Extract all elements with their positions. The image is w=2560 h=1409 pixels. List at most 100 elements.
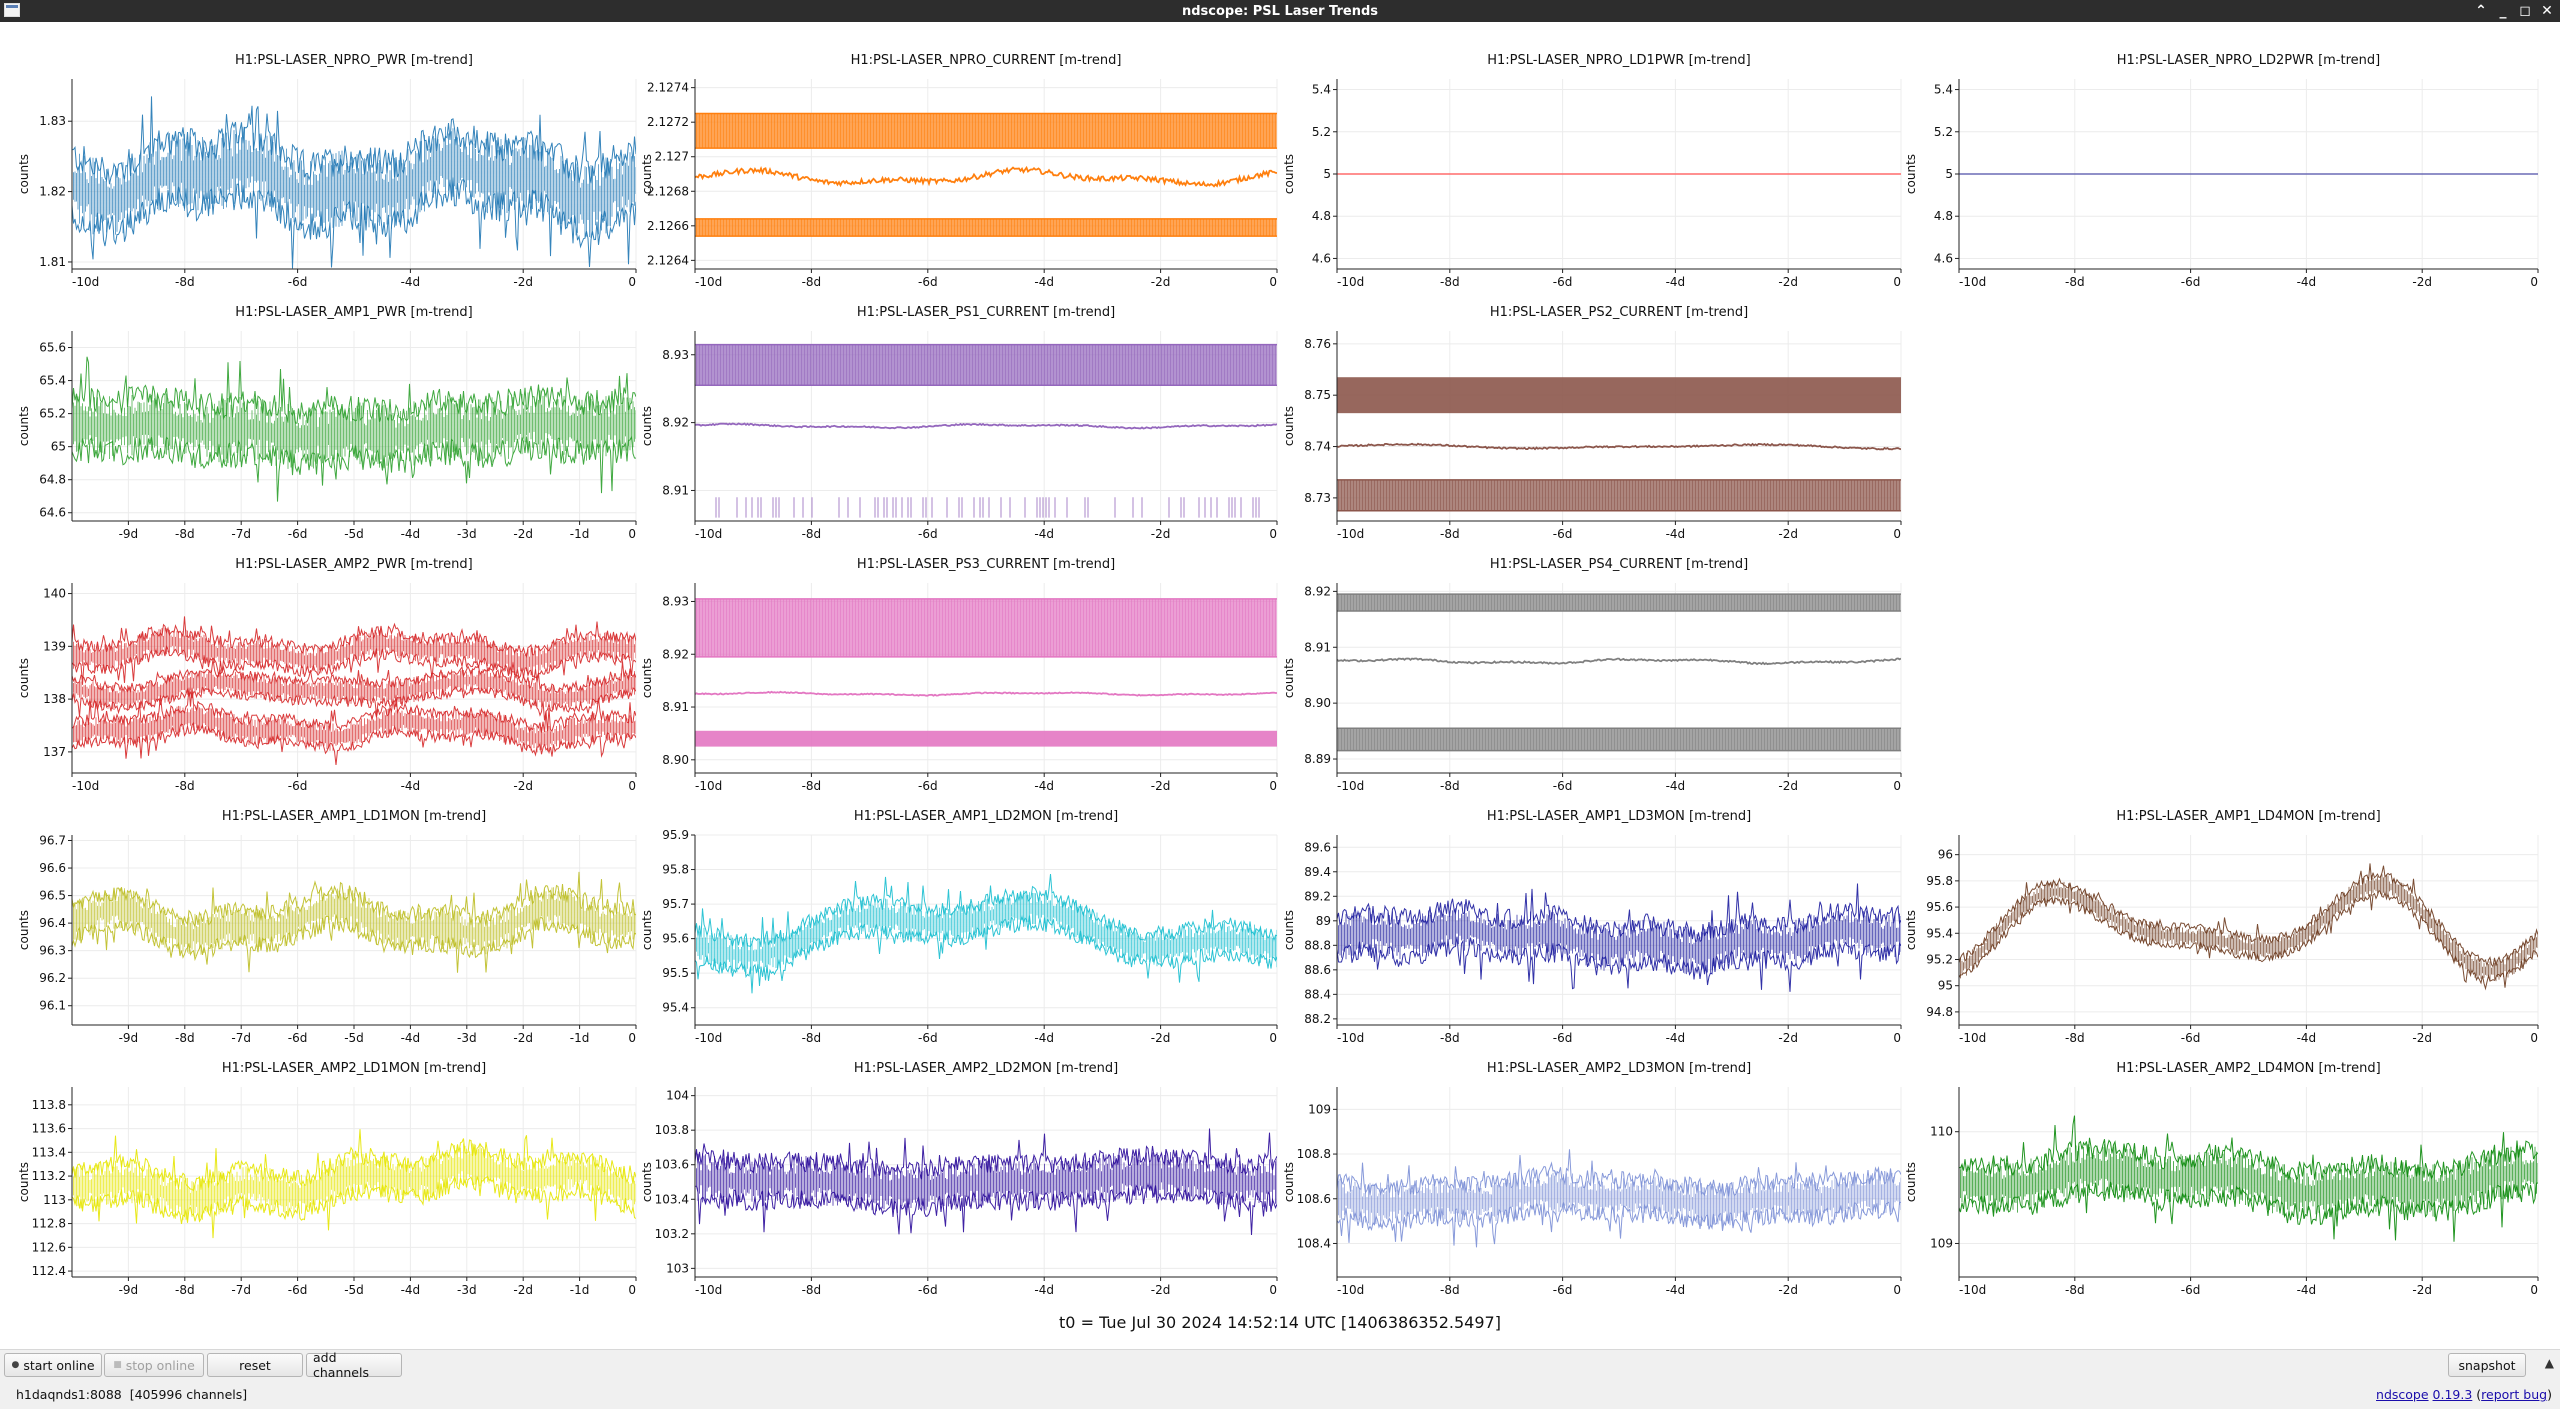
- plot-panel-6[interactable]: H1:PSL-LASER_PS2_CURRENT [m-trend] 8.73 8.…: [1282, 305, 1902, 541]
- series-max-trace: [72, 96, 636, 185]
- y-tick-label: 110: [1930, 1125, 1953, 1139]
- y-tick-label: 8.91: [662, 483, 689, 497]
- series-band: [695, 730, 1277, 747]
- x-tick-label: -2d: [2412, 1031, 2432, 1045]
- plot-title: H1:PSL-LASER_NPRO_PWR [m-trend]: [235, 53, 473, 68]
- plot-panel-12[interactable]: H1:PSL-LASER_AMP1_LD3MON [m-trend] 88.2 88…: [1282, 809, 1902, 1045]
- y-tick-label: 8.89: [1304, 752, 1331, 766]
- plot-title: H1:PSL-LASER_PS1_CURRENT [m-trend]: [857, 305, 1115, 320]
- x-tick-label: -2d: [1778, 1283, 1798, 1297]
- version-link[interactable]: 0.19.3: [2432, 1387, 2473, 1402]
- minimize-icon[interactable]: _: [2499, 3, 2507, 19]
- channel-count: [405996 channels]: [129, 1387, 248, 1402]
- plot-title: H1:PSL-LASER_NPRO_CURRENT [m-trend]: [851, 53, 1122, 68]
- plot-grid[interactable]: H1:PSL-LASER_NPRO_PWR [m-trend] 1.81 1.82 1…: [0, 22, 2560, 1312]
- y-tick-label: 113: [43, 1193, 66, 1207]
- plot-panel-8[interactable]: H1:PSL-LASER_PS3_CURRENT [m-trend] 8.90 8.…: [640, 557, 1278, 793]
- x-tick-label: 0: [1269, 779, 1277, 793]
- x-tick-label: 0: [2530, 1031, 2538, 1045]
- plot-panel-10[interactable]: H1:PSL-LASER_AMP1_LD1MON [m-trend] 96.1 96…: [17, 809, 637, 1045]
- keep-above-icon[interactable]: ⌃: [2475, 3, 2487, 19]
- x-tick-label: -2d: [1778, 527, 1798, 541]
- y-tick-label: 5.2: [1934, 125, 1953, 139]
- x-tick-label: -7d: [231, 1031, 251, 1045]
- add-channels-label: add channels: [313, 1350, 369, 1380]
- x-tick-label: 0: [1269, 1283, 1277, 1297]
- y-tick-label: 95.8: [1926, 874, 1953, 888]
- plot-panel-2[interactable]: H1:PSL-LASER_NPRO_LD1PWR [m-trend] 4.6 4.8…: [1282, 53, 1902, 289]
- y-tick-label: 95: [1938, 979, 1953, 993]
- add-channels-button[interactable]: add channels: [306, 1350, 402, 1380]
- x-tick-label: -2d: [2412, 275, 2432, 289]
- x-tick-label: -8d: [175, 1283, 195, 1297]
- report-bug-link[interactable]: report bug: [2481, 1387, 2548, 1402]
- expand-panel-icon[interactable]: ▲: [2544, 1356, 2554, 1370]
- y-axis-label: counts: [1904, 1162, 1918, 1202]
- close-icon[interactable]: ✕: [2541, 3, 2553, 19]
- plot-panel-14[interactable]: H1:PSL-LASER_AMP2_LD1MON [m-trend] 112.4 1…: [17, 1061, 637, 1297]
- y-tick-label: 96.5: [39, 889, 66, 903]
- y-axis-label: counts: [1282, 406, 1296, 446]
- reset-button[interactable]: reset: [207, 1353, 303, 1377]
- y-axis-label: counts: [17, 910, 31, 950]
- plot-panel-15[interactable]: H1:PSL-LASER_AMP2_LD2MON [m-trend] 103 103…: [640, 1061, 1278, 1297]
- snapshot-button[interactable]: snapshot: [2448, 1353, 2526, 1377]
- x-tick-label: -8d: [1440, 527, 1460, 541]
- y-tick-label: 104: [666, 1089, 689, 1103]
- data-layer: [72, 616, 636, 765]
- y-tick-label: 113.8: [32, 1098, 66, 1112]
- x-tick-label: 0: [1893, 1031, 1901, 1045]
- x-tick-label: -8d: [802, 1283, 822, 1297]
- series-min-trace: [1959, 889, 2538, 991]
- x-tick-label: -10d: [695, 275, 722, 289]
- y-tick-label: 112.4: [32, 1264, 66, 1278]
- y-tick-label: 103.2: [655, 1227, 689, 1241]
- series-band: [715, 497, 1260, 518]
- plot-panel-5[interactable]: H1:PSL-LASER_PS1_CURRENT [m-trend] 8.91 8.…: [640, 305, 1278, 541]
- plot-panel-0[interactable]: H1:PSL-LASER_NPRO_PWR [m-trend] 1.81 1.82 1…: [17, 53, 637, 289]
- series-min-trace: [72, 435, 636, 502]
- server-info: h1daqnds1:8088 [405996 channels]: [16, 1387, 247, 1402]
- plot-panel-7[interactable]: H1:PSL-LASER_AMP2_PWR [m-trend] 137 138 139…: [17, 557, 637, 793]
- plot-panel-17[interactable]: H1:PSL-LASER_AMP2_LD4MON [m-trend] 109 110…: [1904, 1061, 2539, 1297]
- snapshot-label: snapshot: [2458, 1357, 2516, 1373]
- plot-title: H1:PSL-LASER_AMP1_LD2MON [m-trend]: [854, 809, 1118, 824]
- y-axis-label: counts: [1904, 154, 1918, 194]
- series-band-hatch: [695, 113, 1276, 149]
- ndscope-link[interactable]: ndscope: [2376, 1387, 2429, 1402]
- x-tick-label: -8d: [802, 779, 822, 793]
- x-tick-label: -8d: [802, 275, 822, 289]
- y-tick-label: 4.8: [1312, 209, 1331, 223]
- data-layer: [1959, 1115, 2538, 1242]
- plot-panel-11[interactable]: H1:PSL-LASER_AMP1_LD2MON [m-trend] 95.4 95…: [640, 809, 1278, 1045]
- y-tick-label: 8.92: [662, 416, 689, 430]
- x-tick-label: -4d: [401, 779, 421, 793]
- series-fill: [1337, 1170, 1901, 1227]
- y-tick-label: 8.93: [662, 594, 689, 608]
- x-tick-label: 0: [1269, 527, 1277, 541]
- plot-panel-16[interactable]: H1:PSL-LASER_AMP2_LD3MON [m-trend] 108.4 1…: [1282, 1061, 1902, 1297]
- y-tick-label: 138: [43, 692, 66, 706]
- plot-panel-3[interactable]: H1:PSL-LASER_NPRO_LD2PWR [m-trend] 4.6 4.8…: [1904, 53, 2539, 289]
- plot-panel-13[interactable]: H1:PSL-LASER_AMP1_LD4MON [m-trend] 94.8 95…: [1904, 809, 2539, 1045]
- x-tick-label: -8d: [175, 527, 195, 541]
- y-tick-label: 96.7: [39, 834, 66, 848]
- data-layer: [695, 343, 1277, 518]
- series-min-trace: [72, 1175, 636, 1239]
- x-tick-label: -4d: [1034, 275, 1054, 289]
- y-tick-label: 103.6: [655, 1158, 689, 1172]
- x-tick-label: -2d: [513, 1031, 533, 1045]
- series-max-trace: [695, 873, 1277, 948]
- start-online-button[interactable]: ● start online: [4, 1353, 102, 1377]
- y-axis-label: counts: [1282, 154, 1296, 194]
- plot-title: H1:PSL-LASER_NPRO_LD2PWR [m-trend]: [2117, 53, 2381, 68]
- y-tick-label: 8.74: [1304, 440, 1331, 454]
- maximize-icon[interactable]: ◻: [2519, 3, 2531, 19]
- x-tick-label: -6d: [288, 1283, 308, 1297]
- plot-panel-1[interactable]: H1:PSL-LASER_NPRO_CURRENT [m-trend] 2.126…: [640, 53, 1278, 289]
- data-layer: [1337, 883, 1901, 992]
- window-title: ndscope: PSL Laser Trends: [1182, 3, 1378, 19]
- plot-panel-4[interactable]: H1:PSL-LASER_AMP1_PWR [m-trend] 64.6 64.8 6…: [17, 305, 637, 541]
- plot-panel-9[interactable]: H1:PSL-LASER_PS4_CURRENT [m-trend] 8.89 8.…: [1282, 557, 1902, 793]
- grid: [72, 331, 637, 521]
